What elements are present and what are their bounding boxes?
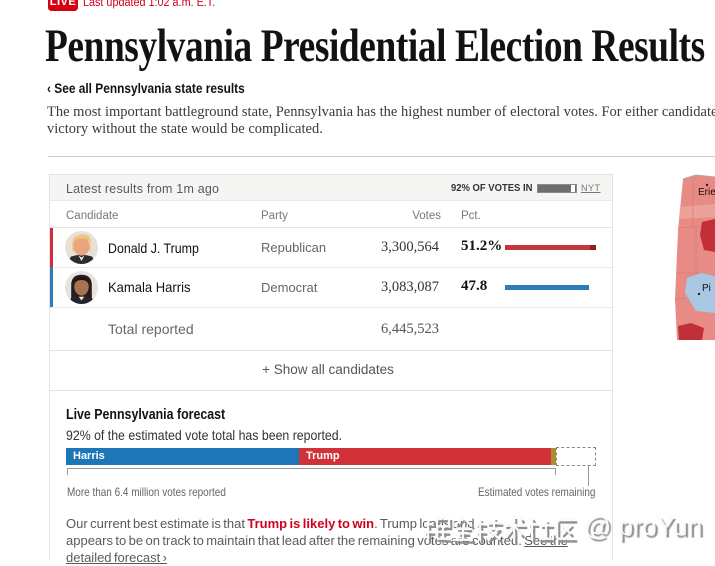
svg-text:Erie: Erie: [698, 187, 715, 198]
svg-text:Pi: Pi: [702, 283, 711, 294]
